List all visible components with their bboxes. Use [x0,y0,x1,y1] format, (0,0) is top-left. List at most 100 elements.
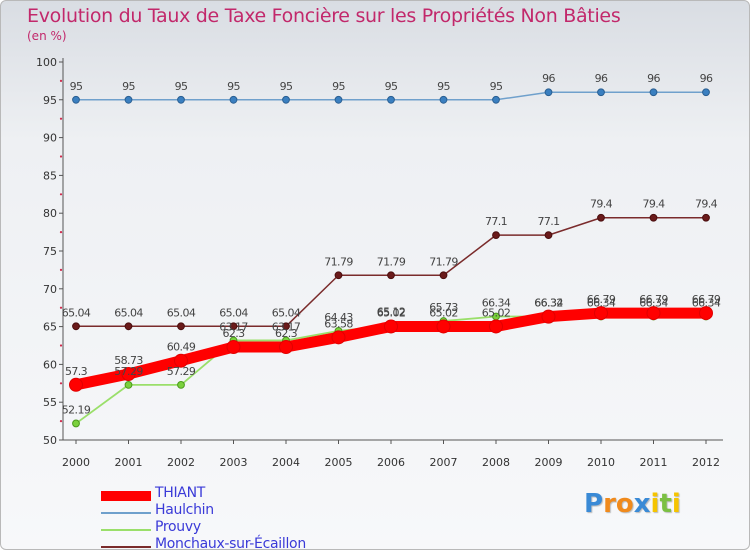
data-point-thiant [70,378,83,391]
data-point-monchaux [545,232,552,239]
x-tick-label: 2005 [325,456,353,469]
data-label-thiant: 66.79 [692,293,721,306]
x-tick-label: 2009 [535,456,563,469]
logo-letter: t [659,489,671,519]
legend-label-thiant: THIANT [155,485,205,501]
logo-letter: o [616,489,634,519]
x-tick-label: 2008 [482,456,510,469]
data-label-haulchin: 96 [700,72,713,85]
data-label-thiant: 66.79 [639,293,668,306]
y-tick-label: 70 [43,283,57,296]
y-minor-tick [60,344,62,346]
data-point-thiant [280,341,293,354]
logo-letter: r [603,489,616,519]
legend-swatch-monchaux [101,546,151,548]
data-label-haulchin: 95 [227,80,240,93]
data-label-thiant: 65.02 [377,306,406,319]
data-label-monchaux: 71.79 [324,255,353,268]
line-chart: 505560657075808590951002000 2001 2002 2003 2… [1,1,749,549]
data-point-monchaux [650,214,657,221]
data-label-haulchin: 95 [437,80,450,93]
legend-label-prouvy: Prouvy [155,519,201,535]
data-label-monchaux: 71.79 [377,255,406,268]
data-label-haulchin: 95 [175,80,188,93]
data-label-haulchin: 96 [595,72,608,85]
data-label-monchaux: 79.4 [590,198,613,211]
data-point-monchaux [125,323,132,330]
proxiti-logo: Proxiti [584,489,681,519]
data-point-monchaux [335,272,342,279]
legend-label-haulchin: Haulchin [155,502,214,518]
data-label-monchaux: 71.79 [429,255,458,268]
data-point-monchaux [388,272,395,279]
y-tick-label: 90 [43,132,57,145]
data-point-haulchin [493,96,500,103]
data-point-haulchin [73,96,80,103]
data-point-monchaux [493,232,500,239]
data-point-thiant [227,341,240,354]
data-point-monchaux [703,214,710,221]
data-label-haulchin: 95 [490,80,503,93]
data-label-haulchin: 96 [542,72,555,85]
data-point-thiant [542,310,555,323]
data-label-monchaux: 65.04 [114,306,143,319]
data-label-monchaux: 79.4 [642,198,665,211]
data-label-haulchin: 95 [122,80,135,93]
x-tick-label: 2010 [587,456,615,469]
data-label-thiant: 58.73 [114,354,143,367]
y-tick-label: 75 [43,245,57,258]
data-label-thiant: 62.3 [275,327,298,340]
data-point-monchaux [178,323,185,330]
data-point-prouvy [178,381,185,388]
y-minor-tick [60,193,62,195]
x-tick-label: 2000 [62,456,90,469]
data-label-monchaux: 65.04 [272,306,301,319]
data-label-monchaux: 77.1 [485,215,507,228]
data-label-haulchin: 95 [70,80,83,93]
data-point-haulchin [440,96,447,103]
y-tick-label: 100 [36,56,57,69]
y-minor-tick [60,80,62,82]
data-label-monchaux: 65.04 [167,306,196,319]
data-label-haulchin: 95 [332,80,345,93]
y-tick-label: 85 [43,169,57,182]
y-tick-label: 50 [43,434,57,447]
data-label-thiant: 57.3 [65,365,88,378]
y-minor-tick [60,118,62,120]
data-label-monchaux: 77.1 [537,215,559,228]
data-label-monchaux: 79.4 [695,198,718,211]
data-label-thiant: 63.58 [324,317,353,330]
logo-letter: P [584,489,603,519]
data-point-haulchin [703,89,710,96]
data-point-monchaux [440,272,447,279]
x-tick-label: 2002 [167,456,195,469]
data-point-haulchin [388,96,395,103]
data-point-haulchin [125,96,132,103]
data-point-monchaux [73,323,80,330]
x-tick-label: 2012 [692,456,720,469]
data-point-thiant [332,331,345,344]
legend-swatch-haulchin [101,512,151,514]
data-label-haulchin: 96 [647,72,660,85]
data-label-thiant: 62.3 [222,327,245,340]
legend-swatch-thiant [101,491,151,501]
data-label-thiant: 60.49 [167,341,196,354]
data-label-thiant: 66.79 [587,293,616,306]
data-point-prouvy [125,381,132,388]
x-tick-label: 2007 [430,456,458,469]
logo-letter: i [672,489,681,519]
chart-frame: Evolution du Taux de Taxe Foncière sur l… [0,0,750,550]
y-minor-tick [60,269,62,271]
y-minor-tick [60,231,62,233]
data-label-prouvy: 57.29 [167,365,196,378]
y-tick-label: 95 [43,94,57,107]
x-tick-label: 2004 [272,456,300,469]
data-point-haulchin [598,89,605,96]
data-label-thiant: 66.32 [534,297,563,310]
legend-swatch-prouvy [101,529,151,531]
data-point-prouvy [73,420,80,427]
data-point-haulchin [230,96,237,103]
data-point-thiant [437,320,450,333]
data-label-haulchin: 95 [280,80,293,93]
x-tick-label: 2003 [220,456,248,469]
